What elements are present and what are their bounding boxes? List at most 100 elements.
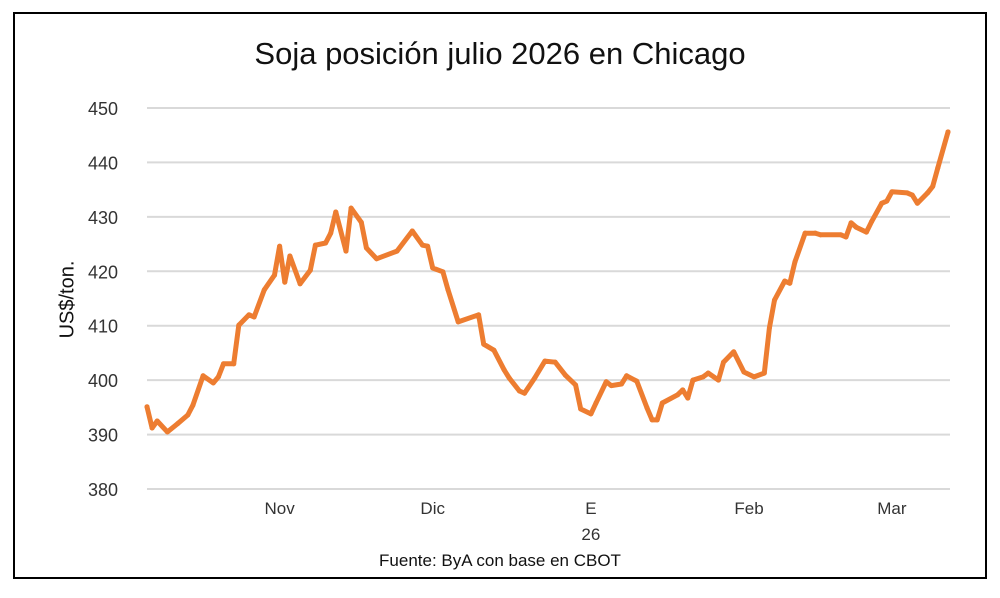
x-tick-sublabel: 26 <box>581 525 600 544</box>
data-point <box>491 347 497 353</box>
data-point <box>328 230 334 236</box>
data-point <box>884 198 890 204</box>
data-point <box>251 314 257 320</box>
data-point <box>282 279 288 285</box>
data-point <box>445 287 451 293</box>
data-point <box>914 200 920 206</box>
x-tick-label: E <box>585 499 596 518</box>
data-point <box>802 230 808 236</box>
data-point <box>481 341 487 347</box>
data-point <box>542 358 548 364</box>
data-point <box>634 378 640 384</box>
y-tick-label: 390 <box>88 426 118 446</box>
data-point <box>358 219 364 225</box>
data-point <box>675 392 681 398</box>
data-point <box>863 229 869 235</box>
data-point <box>144 404 150 410</box>
data-point <box>277 243 283 249</box>
data-point <box>532 375 538 381</box>
data-point <box>945 129 951 135</box>
data-point <box>792 259 798 265</box>
data-point <box>909 192 915 198</box>
source-note: Fuente: ByA con base en CBOT <box>379 551 621 570</box>
data-point <box>654 417 660 423</box>
data-point <box>261 287 267 293</box>
y-tick-label: 400 <box>88 371 118 391</box>
y-tick-label: 440 <box>88 153 118 173</box>
data-point <box>552 359 558 365</box>
data-point <box>348 205 354 211</box>
data-point <box>624 373 630 379</box>
data-point <box>154 418 160 424</box>
y-tick-label: 420 <box>88 262 118 282</box>
y-tick-label: 450 <box>88 99 118 119</box>
data-point <box>889 189 895 195</box>
data-point <box>868 219 874 225</box>
data-point <box>848 220 854 226</box>
data-point <box>787 280 793 286</box>
data-point <box>210 380 216 386</box>
data-point <box>751 374 757 380</box>
data-point <box>843 234 849 240</box>
data-point <box>812 230 818 236</box>
data-point <box>455 319 461 325</box>
data-point <box>700 374 706 380</box>
data-point <box>522 390 528 396</box>
data-point <box>573 382 579 388</box>
data-point <box>930 183 936 189</box>
data-point <box>578 406 584 412</box>
data-point <box>221 361 227 367</box>
data-point <box>287 253 293 259</box>
data-point <box>307 267 313 273</box>
price-line <box>144 129 951 435</box>
data-point <box>516 388 522 394</box>
data-point <box>374 256 380 262</box>
data-point <box>680 387 686 393</box>
data-point <box>879 200 885 206</box>
data-point <box>644 405 650 411</box>
data-point <box>782 278 788 284</box>
data-point <box>476 312 482 318</box>
data-point <box>817 232 823 238</box>
x-tick-label: Feb <box>734 499 763 518</box>
data-point <box>853 224 859 230</box>
data-point <box>593 400 599 406</box>
data-point <box>721 359 727 365</box>
data-point <box>231 361 237 367</box>
data-point <box>935 165 941 171</box>
data-point <box>588 411 594 417</box>
data-point <box>363 245 369 251</box>
data-point <box>430 265 436 271</box>
data-point <box>603 379 609 385</box>
x-tick-label: Nov <box>265 499 296 518</box>
x-tick-label: Dic <box>420 499 445 518</box>
data-point <box>175 421 181 427</box>
data-point <box>185 412 191 418</box>
data-point <box>741 369 747 375</box>
y-tick-label: 410 <box>88 317 118 337</box>
data-point <box>618 381 624 387</box>
x-tick-label: Mar <box>877 499 907 518</box>
data-point <box>608 383 614 389</box>
data-point <box>925 190 931 196</box>
data-point <box>200 373 206 379</box>
data-point <box>246 312 252 318</box>
data-point <box>440 269 446 275</box>
data-point <box>215 374 221 380</box>
data-point <box>333 209 339 215</box>
data-point <box>272 272 278 278</box>
y-tick-label: 380 <box>88 480 118 500</box>
data-point <box>312 242 318 248</box>
data-point <box>904 190 910 196</box>
data-point <box>715 377 721 383</box>
data-point <box>506 375 512 381</box>
data-point <box>705 370 711 376</box>
data-point <box>562 372 568 378</box>
chart-frame <box>13 12 987 579</box>
data-point <box>420 242 426 248</box>
data-point <box>190 402 196 408</box>
data-point <box>409 228 415 234</box>
data-point <box>297 281 303 287</box>
data-point <box>659 400 665 406</box>
